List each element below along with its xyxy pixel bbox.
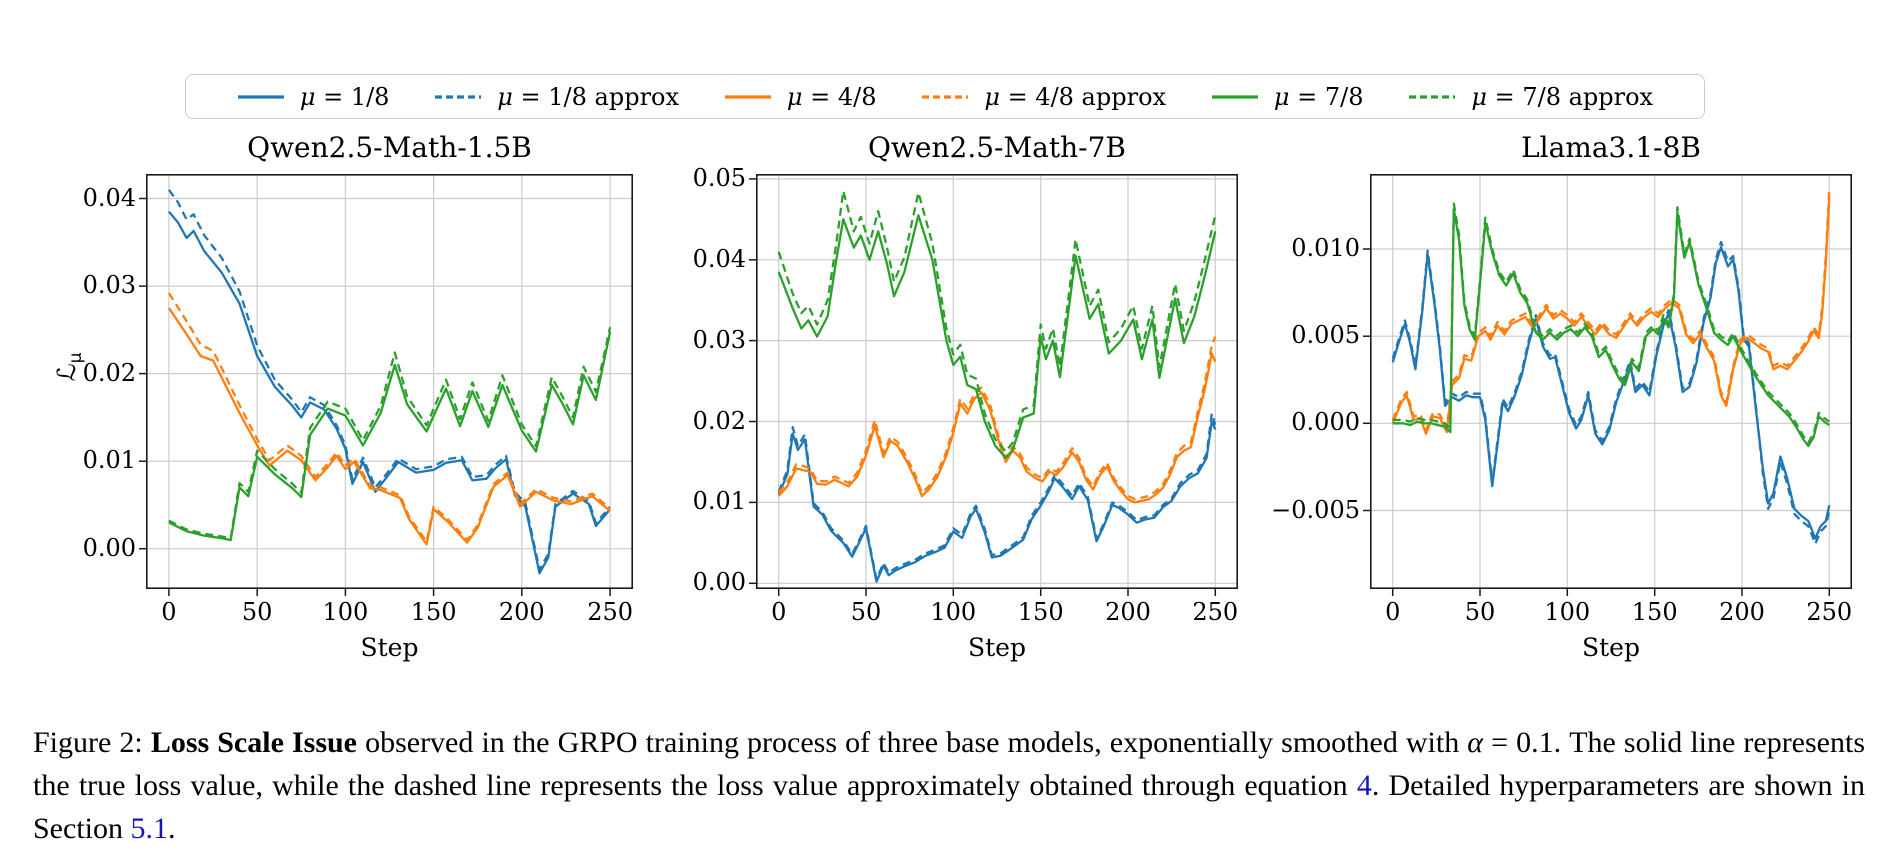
alpha-value: = 0.1 (1483, 726, 1554, 759)
y-tick-label: 0.04 (82, 183, 136, 212)
x-tick-label: 200 (1719, 598, 1765, 626)
series-mu-4-8-approx (777, 336, 1217, 501)
chart-title: Llama3.1-8B (1521, 131, 1701, 164)
line-swatch-dashed-orange-icon (922, 94, 969, 99)
x-axis-label: Step (1582, 633, 1640, 662)
caption-bold: Loss Scale Issue (150, 726, 357, 759)
y-tick-label: 0.03 (82, 271, 136, 300)
x-tick-label: 0 (1385, 598, 1401, 626)
x-tick-label: 0 (771, 598, 787, 626)
x-tick-label: 100 (1544, 598, 1591, 626)
series-mu-7-8-approx (777, 189, 1217, 453)
series-mu-1-8-line (168, 210, 611, 575)
series-mu-1-8-line (1391, 246, 1831, 540)
legend-item-mu-4-8-approx: μ = 4/8 approx (921, 83, 1166, 111)
y-tick-label: 0.03 (692, 325, 746, 354)
x-tick-label: 250 (587, 598, 633, 626)
line-swatch-solid-green-icon (1211, 94, 1258, 99)
y-tick-label: 0.010 (1291, 234, 1360, 262)
series-mu-7-8-approx (168, 326, 612, 540)
line-swatch-dashed-green-icon (1409, 94, 1456, 99)
legend-label: μ = 1/8 approx (497, 82, 680, 111)
legend-item-mu-7-8-approx: μ = 7/8 approx (1408, 83, 1653, 111)
series-mu-1-8-approx (167, 189, 611, 571)
y-tick-label: 0.000 (1291, 408, 1360, 437)
legend-item-mu-7-8: μ = 7/8 (1211, 83, 1364, 111)
chart-qwen2-5-math-7b: Qwen2.5-Math-7B Step 0 50 100 150 200 250 0.00… (693, 130, 1239, 662)
y-tick-label: 0.005 (1291, 321, 1360, 350)
x-tick-label: 250 (1806, 598, 1853, 626)
x-tick-label: 250 (1192, 598, 1239, 626)
y-tick-label: 0.01 (692, 487, 746, 516)
x-tick-label: 0 (161, 598, 177, 626)
x-axis-label: Step (360, 633, 419, 662)
plot-canvas (139, 174, 633, 596)
plot-area: ℒμ Step 0 50 100 150 200 250 0.00 0.01 0.02 0.03 0… (52, 174, 633, 662)
y-tick-label: −0.005 (1271, 495, 1360, 524)
series-mu-7-8-line (777, 214, 1217, 460)
x-tick-label: 150 (410, 598, 457, 626)
series-mu-4-8-line (777, 352, 1217, 504)
x-tick-label: 200 (1105, 598, 1151, 626)
x-tick-label: 50 (1464, 598, 1496, 626)
y-tick-label: 0.02 (692, 406, 746, 435)
y-tick-label: 0.04 (692, 244, 746, 273)
series-mu-1-8-approx (1391, 240, 1831, 545)
legend-label: μ = 4/8 approx (984, 82, 1167, 111)
chart-title: Qwen2.5-Math-7B (867, 131, 1126, 164)
y-tick-label: 0.01 (82, 446, 136, 475)
x-axis-label: Step (968, 633, 1026, 662)
y-tick-label: 0.00 (82, 533, 136, 562)
chart-qwen2-5-math-1-5b: Qwen2.5-Math-1.5B ℒμ Step 0 50 100 150 200 25… (52, 130, 633, 662)
legend-item-mu-1-8: μ = 1/8 (237, 82, 390, 111)
chart-llama3-1-8b: Llama3.1-8B Step 0 50 100 150 200 250 −0.005 0.… (1271, 130, 1852, 662)
plot-frame (1370, 174, 1852, 589)
series-mu-7-8-line (168, 331, 612, 542)
legend-label: μ = 4/8 (786, 82, 877, 111)
plot-canvas (749, 174, 1238, 596)
series-mu-4-8-approx (167, 292, 611, 543)
line-swatch-dashed-blue-icon (435, 94, 482, 99)
series-mu-4-8-approx (1391, 189, 1831, 432)
legend-label: μ = 7/8 approx (1471, 82, 1654, 111)
x-tick-label: 50 (241, 598, 273, 626)
y-tick-label: 0.05 (692, 163, 746, 192)
plot-canvas (1363, 174, 1852, 596)
legend-item-mu-4-8: μ = 4/8 (724, 82, 877, 111)
x-tick-label: 100 (322, 598, 369, 626)
series-mu-7-8-line (1392, 207, 1830, 448)
figure-caption: Figure 2: Loss Scale Issue observed in t… (33, 722, 1865, 851)
series-mu-4-8-line (167, 307, 611, 546)
line-swatch-solid-orange-icon (724, 94, 771, 99)
caption-prefix: Figure 2: (33, 726, 151, 759)
caption-text: . The solid line represents the true los… (33, 726, 1865, 802)
x-tick-label: 100 (930, 598, 977, 626)
caption-text: . (168, 811, 176, 845)
plot-frame (146, 174, 633, 589)
plot-area: Step 0 50 100 150 200 250 −0.005 0.000 0.005 0.01… (1271, 174, 1852, 662)
caption-text: observed in the GRPO training process of… (357, 726, 1468, 759)
caption-text: . Detailed hyperparameters are shown in … (33, 768, 1865, 845)
plot-area: Step 0 50 100 150 200 250 0.00 0.01 0.02 0.03 0.04… (693, 164, 1239, 662)
legend-label: μ = 1/8 (299, 82, 390, 111)
series-mu-7-8-approx (1392, 202, 1830, 444)
series-mu-1-8-line (777, 420, 1217, 583)
alpha-symbol: α (1467, 726, 1484, 759)
legend-label: μ = 7/8 (1273, 82, 1364, 111)
chart-title: Qwen2.5-Math-1.5B (247, 131, 532, 164)
series-mu-1-8-approx (777, 412, 1217, 581)
x-tick-label: 150 (1631, 598, 1678, 626)
plot-frame (756, 174, 1238, 589)
plot-legend: μ = 1/8 μ = 1/8 approx μ = 4/8 μ = 4/8 a… (185, 74, 1705, 119)
x-tick-label: 150 (1017, 598, 1064, 626)
legend-item-mu-1-8-approx: μ = 1/8 approx (434, 83, 679, 111)
section-5-1-link[interactable]: 5.1 (130, 811, 169, 845)
x-tick-label: 50 (850, 598, 882, 626)
x-tick-label: 200 (498, 598, 545, 626)
y-tick-label: 0.02 (82, 358, 136, 387)
line-swatch-solid-blue-icon (237, 94, 284, 99)
y-tick-label: 0.00 (692, 568, 746, 597)
equation-4-link[interactable]: 4 (1356, 768, 1372, 802)
